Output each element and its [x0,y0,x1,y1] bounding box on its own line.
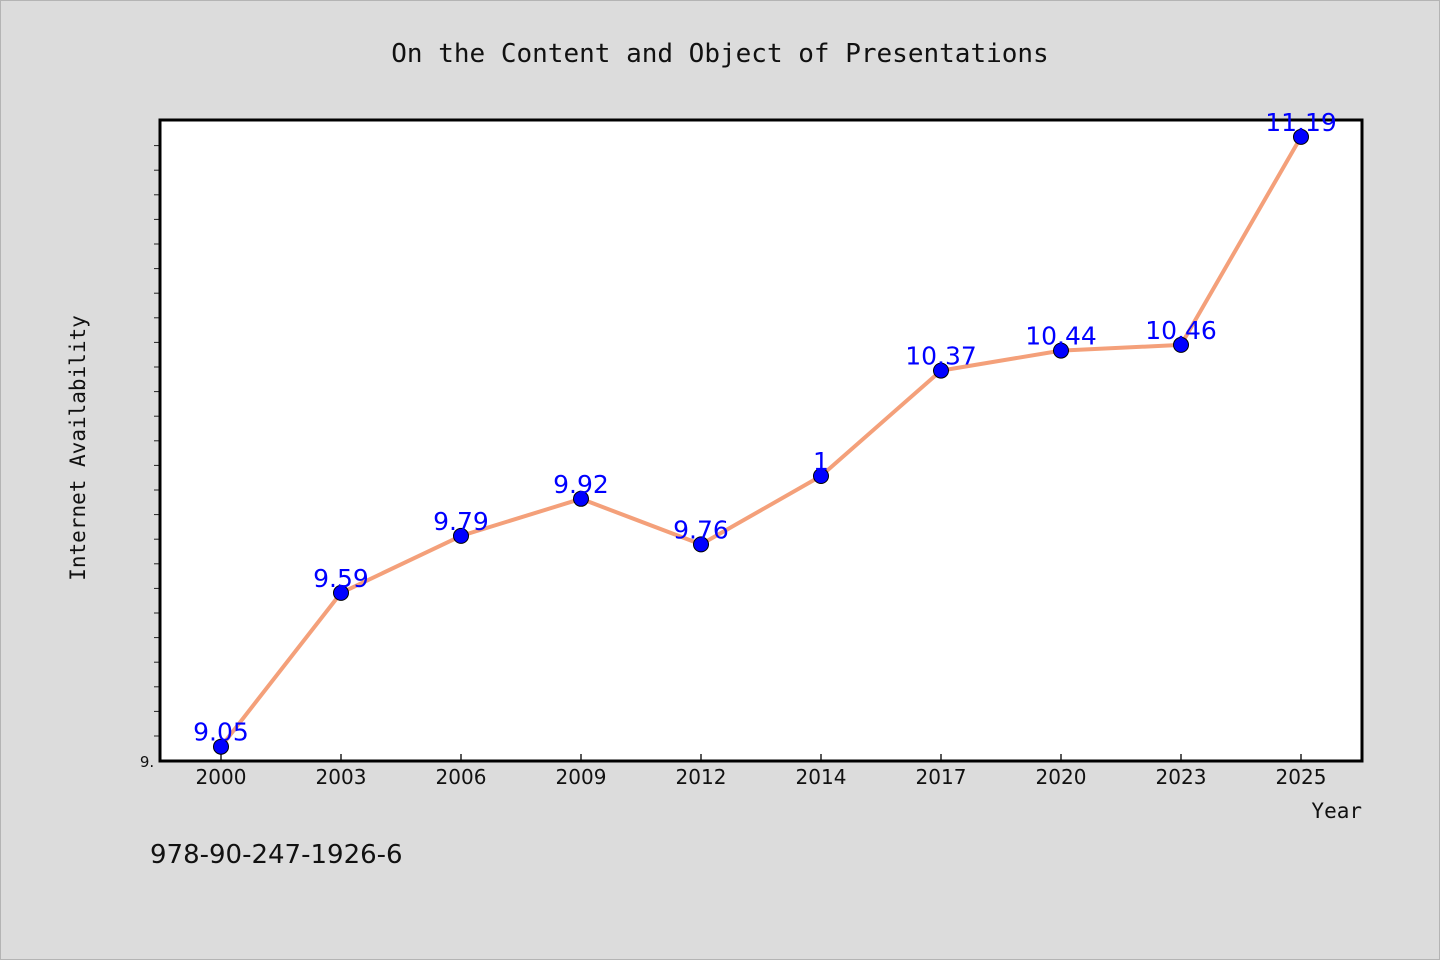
x-tick-label: 2025 [1276,765,1327,789]
x-axis-label: Year [1311,799,1362,823]
series-line-group [219,134,1303,749]
data-label: 9.76 [673,515,729,544]
footer-isbn: 978-90-247-1926-6 [150,840,403,870]
data-label: 9.92 [553,470,609,499]
data-labels: 9.05 9.59 9.79 9.92 9.76 1 10.37 10.44 10.46 11.1… [193,108,1337,747]
data-label: 11.19 [1265,108,1337,137]
data-label: 9.59 [313,564,369,593]
data-point [213,738,229,755]
x-tick-label: 2003 [316,765,367,789]
plot-border [158,118,1364,763]
data-point [1293,128,1309,145]
data-point [333,584,349,601]
y-tick-label: 9. [140,753,154,771]
data-label: 9.05 [193,718,249,747]
data-markers [213,128,1309,755]
x-tick-label: 2014 [796,765,847,789]
data-point [573,490,589,507]
x-tick-labels: 2000 2003 2006 2009 2012 2014 2017 2020 2023 2025 [196,765,1327,789]
x-tick-label: 2009 [556,765,607,789]
series-line [219,134,1303,749]
x-tick-label: 2017 [916,765,967,789]
data-label: 1 [813,447,829,476]
x-tick-label: 2020 [1036,765,1087,789]
chart-title: On the Content and Object of Presentatio… [391,39,1048,69]
data-point [1173,336,1189,353]
data-point [933,362,949,379]
x-tick-label: 2000 [196,765,247,789]
data-label: 10.37 [905,342,977,371]
y-axis-label: Internet Availability [66,315,90,581]
data-point [1053,342,1069,359]
x-tick-label: 2023 [1156,765,1207,789]
data-point [453,527,469,544]
data-label: 10.44 [1025,322,1097,351]
x-tick-label: 2006 [436,765,487,789]
data-point [693,536,709,553]
plot-area [160,120,1362,761]
data-label: 9.79 [433,507,489,536]
data-point [813,468,829,484]
x-tick-label: 2012 [676,765,727,789]
data-label: 10.46 [1145,316,1217,345]
